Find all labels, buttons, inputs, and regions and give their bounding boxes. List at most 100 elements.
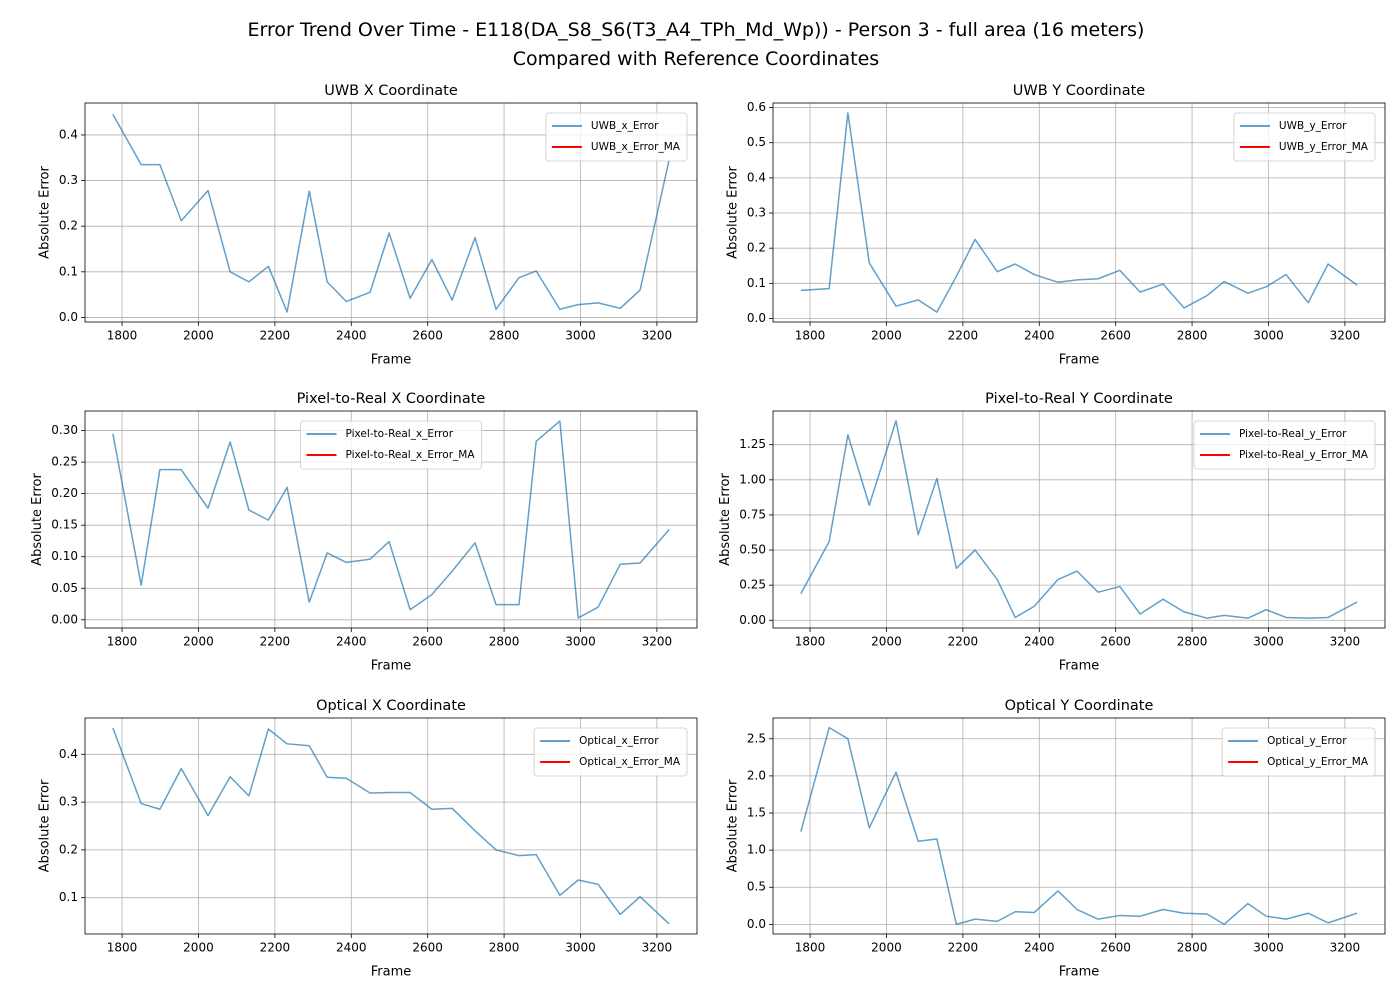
- y-tick-label: 2.5: [747, 731, 766, 745]
- x-tick-label: 2800: [1177, 329, 1208, 343]
- legend-label: Optical_y_Error_MA: [1267, 756, 1369, 768]
- axes-frame: [84, 717, 698, 935]
- x-tick-label: 2800: [489, 941, 520, 955]
- legend: Optical_x_Error Optical_x_Error_MA: [533, 727, 688, 777]
- x-tick-label: 2600: [1100, 941, 1131, 955]
- x-tick-label: 2200: [948, 635, 979, 649]
- x-tick-label: 2600: [1100, 329, 1131, 343]
- x-axis-label: Frame: [1059, 965, 1100, 980]
- x-tick-label: 2800: [1177, 635, 1208, 649]
- y-axis-label: Absolute Error: [37, 779, 52, 872]
- axes-frame: [84, 410, 698, 629]
- x-tick-label: 3000: [1253, 329, 1284, 343]
- y-tick-label: 2.0: [747, 768, 766, 782]
- x-tick-label: 2400: [1024, 329, 1055, 343]
- legend-label: Optical_x_Error: [579, 735, 659, 747]
- x-tick-label: 1800: [795, 329, 826, 343]
- line: [800, 420, 1358, 619]
- x-tick-label: 3000: [1253, 941, 1284, 955]
- x-tick-label: 2600: [412, 329, 443, 343]
- y-tick-label: 0.20: [51, 486, 78, 500]
- y-tick-label: 0.2: [747, 241, 766, 255]
- subplot-title: Optical X Coordinate: [316, 698, 466, 714]
- x-tick-label: 2600: [412, 941, 443, 955]
- y-tick-label: 0.4: [747, 170, 766, 184]
- subplot: 1800 2000 2200 2400 2600 2800 3000 3200 0.1 0.2 0.…: [37, 698, 698, 980]
- y-tick-label: 0.3: [59, 795, 78, 809]
- line: [112, 420, 670, 619]
- legend: Pixel-to-Real_y_Error Pixel-to-Real_y_Err…: [1193, 420, 1376, 470]
- x-tick-label: 2800: [489, 329, 520, 343]
- y-tick-label: 0.25: [51, 455, 78, 469]
- y-tick-label: 0.1: [747, 276, 766, 290]
- x-tick-label: 1800: [107, 329, 138, 343]
- y-tick-label: 0.25: [739, 578, 766, 592]
- y-tick-label: 1.5: [747, 806, 766, 820]
- x-tick-label: 3000: [1253, 635, 1284, 649]
- y-tick-label: 0.2: [59, 842, 78, 856]
- legend-box: [1193, 420, 1376, 470]
- legend: UWB_y_Error UWB_y_Error_MA: [1233, 112, 1376, 162]
- x-axis-label: Frame: [1059, 659, 1100, 674]
- y-tick-label: 0.15: [51, 518, 78, 532]
- x-tick-label: 3200: [642, 329, 673, 343]
- x-axis-label: Frame: [1059, 353, 1100, 368]
- legend: UWB_x_Error UWB_x_Error_MA: [545, 112, 688, 162]
- y-tick-label: 0.3: [747, 206, 766, 220]
- legend: Pixel-to-Real_x_Error Pixel-to-Real_x_Err…: [300, 420, 482, 470]
- subplot: 1800 2000 2200 2400 2600 2800 3000 3200 0.0 0.5 1.…: [725, 698, 1386, 980]
- y-tick-label: 0.5: [747, 880, 766, 894]
- x-axis-label: Frame: [371, 659, 412, 674]
- y-axis-label: Absolute Error: [725, 779, 740, 872]
- y-tick-label: 1.0: [747, 843, 766, 857]
- x-tick-label: 1800: [795, 941, 826, 955]
- legend-label: Optical_y_Error: [1267, 735, 1347, 747]
- y-tick-label: 0.10: [51, 549, 78, 563]
- x-tick-label: 2600: [412, 635, 443, 649]
- x-tick-label: 2200: [260, 941, 291, 955]
- subplot: 1800 2000 2200 2400 2600 2800 3000 3200 0.00 0.25…: [718, 391, 1386, 674]
- y-tick-label: 0.75: [739, 507, 766, 521]
- x-tick-label: 1800: [107, 635, 138, 649]
- line: [112, 727, 670, 925]
- legend-label: Optical_x_Error_MA: [579, 756, 681, 768]
- y-tick-label: 0.50: [739, 543, 766, 557]
- x-axis-label: Frame: [371, 353, 412, 368]
- y-axis-label: Absolute Error: [30, 473, 45, 566]
- subplot-title: UWB X Coordinate: [324, 83, 458, 99]
- subplot-title: UWB Y Coordinate: [1013, 83, 1146, 99]
- y-tick-label: 0.4: [59, 747, 78, 761]
- y-tick-label: 0.2: [59, 219, 78, 233]
- x-tick-label: 2600: [1100, 635, 1131, 649]
- x-axis-label: Frame: [371, 965, 412, 980]
- axes-frame: [772, 717, 1386, 935]
- x-tick-label: 3200: [1330, 941, 1361, 955]
- y-axis-label: Absolute Error: [37, 166, 52, 259]
- axes-frame: [84, 102, 698, 323]
- x-tick-label: 3000: [565, 329, 596, 343]
- legend-box: [533, 727, 688, 777]
- line: [800, 726, 1358, 926]
- legend-label: UWB_y_Error: [1279, 120, 1347, 132]
- legend: Optical_y_Error Optical_y_Error_MA: [1221, 727, 1376, 777]
- x-tick-label: 2000: [183, 635, 214, 649]
- y-tick-label: 0.0: [59, 310, 78, 324]
- y-tick-label: 0.4: [59, 127, 78, 141]
- figure-title: Error Trend Over Time - E118(DA_S8_S6(T3…: [248, 19, 1145, 70]
- y-axis-label: Absolute Error: [725, 166, 740, 259]
- y-tick-label: 0.0: [747, 917, 766, 931]
- x-tick-label: 2800: [489, 635, 520, 649]
- legend-label: UWB_y_Error_MA: [1279, 141, 1369, 153]
- legend-label: Pixel-to-Real_x_Error_MA: [345, 449, 475, 461]
- y-tick-label: 0.00: [739, 613, 766, 627]
- legend-label: Pixel-to-Real_y_Error: [1239, 428, 1347, 440]
- y-tick-label: 0.1: [59, 890, 78, 904]
- x-tick-label: 1800: [795, 635, 826, 649]
- subplot: 1800 2000 2200 2400 2600 2800 3000 3200 0.00 0.05…: [30, 391, 698, 674]
- y-tick-label: 0.00: [51, 612, 78, 626]
- x-tick-label: 3000: [565, 635, 596, 649]
- subplot-title: Optical Y Coordinate: [1005, 698, 1154, 714]
- axes-frame: [772, 102, 1386, 323]
- x-tick-label: 2200: [260, 635, 291, 649]
- y-tick-label: 0.1: [59, 264, 78, 278]
